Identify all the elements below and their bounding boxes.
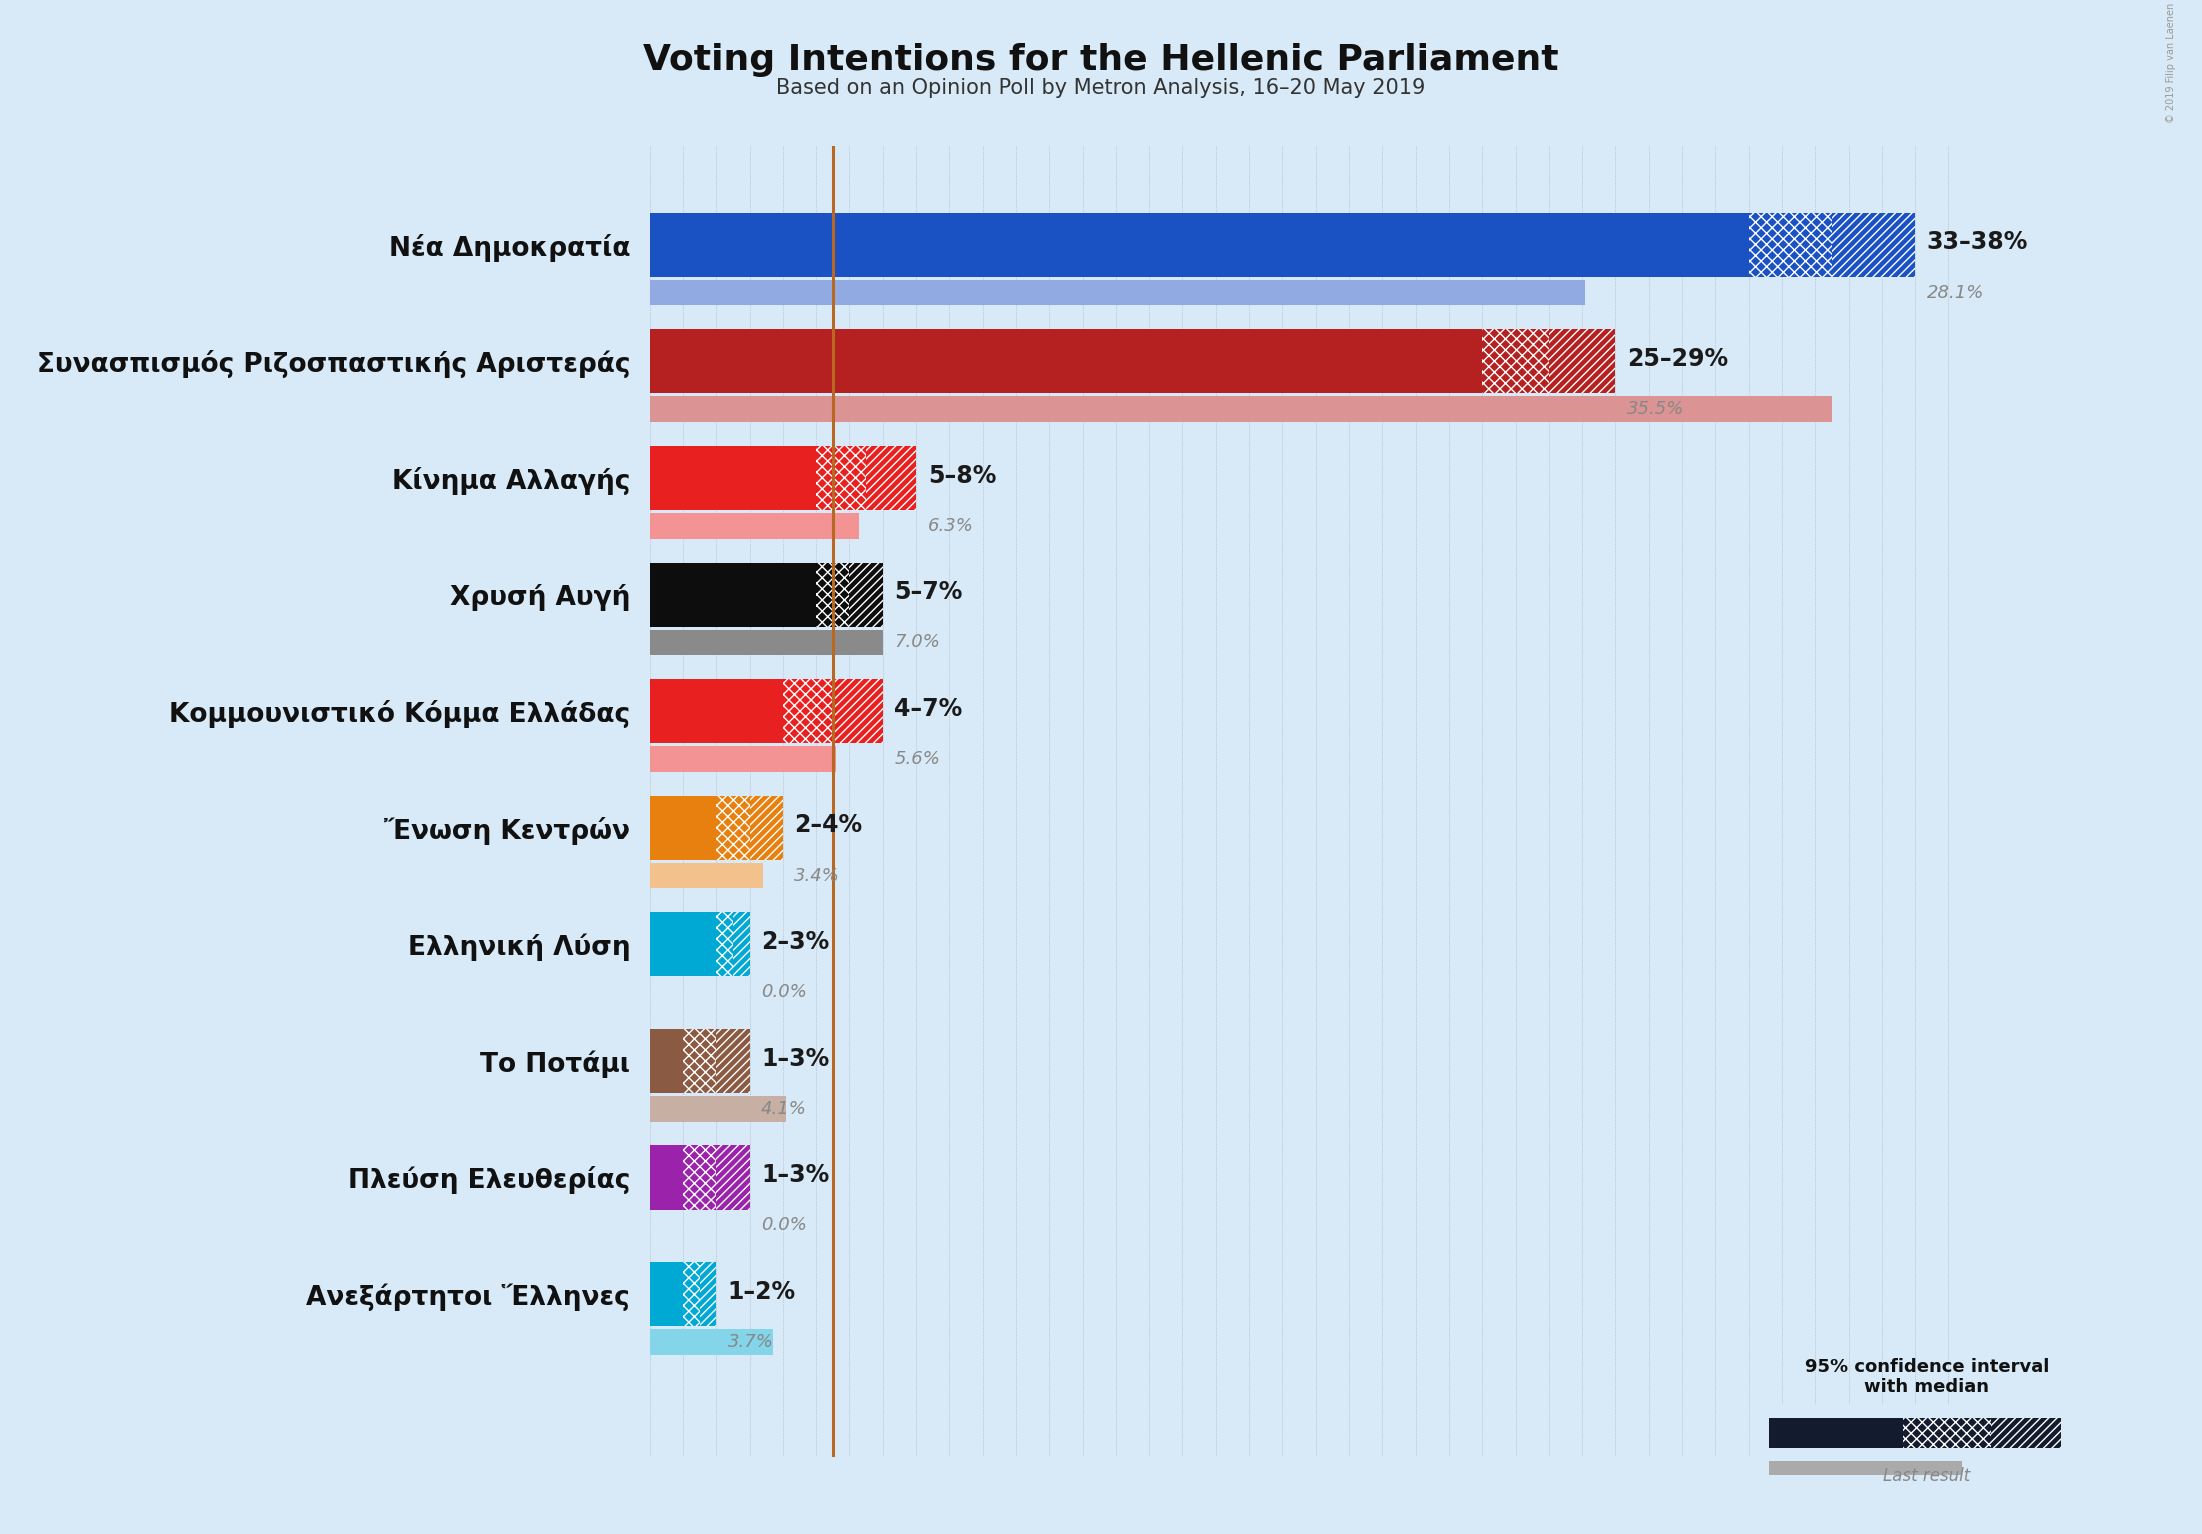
Bar xyxy=(1748,213,1832,278)
Bar xyxy=(817,563,850,626)
Bar xyxy=(650,213,1748,278)
Bar xyxy=(749,796,782,859)
Bar xyxy=(716,1029,749,1092)
Bar xyxy=(650,512,859,538)
Bar xyxy=(716,913,733,977)
Bar xyxy=(700,1262,716,1325)
Text: 25–29%: 25–29% xyxy=(1627,347,1729,371)
Text: 7.0%: 7.0% xyxy=(894,634,940,652)
Text: 3.7%: 3.7% xyxy=(729,1333,773,1351)
Bar xyxy=(1903,1419,1991,1448)
Bar xyxy=(817,446,865,509)
Text: 0.0%: 0.0% xyxy=(762,983,808,1002)
Text: 5–7%: 5–7% xyxy=(894,580,962,604)
Bar xyxy=(716,796,749,859)
Bar xyxy=(650,1095,786,1121)
Bar xyxy=(782,680,832,744)
Bar xyxy=(650,1328,773,1355)
Text: 0.0%: 0.0% xyxy=(762,1216,808,1235)
Bar xyxy=(683,1029,716,1092)
Bar xyxy=(850,563,883,626)
Bar xyxy=(650,279,1585,305)
Text: 33–38%: 33–38% xyxy=(1927,230,2028,255)
Bar xyxy=(650,1262,683,1325)
Text: 4–7%: 4–7% xyxy=(894,696,962,721)
Bar xyxy=(650,446,817,509)
Bar xyxy=(1832,213,1916,278)
Text: 28.1%: 28.1% xyxy=(1927,284,1984,302)
Bar xyxy=(650,330,1482,394)
Bar xyxy=(650,746,837,772)
Bar xyxy=(733,913,749,977)
Bar xyxy=(865,446,916,509)
Bar xyxy=(650,629,883,655)
Bar xyxy=(650,1146,683,1209)
Bar xyxy=(650,680,782,744)
Text: 1–3%: 1–3% xyxy=(762,1046,830,1071)
Text: 95% confidence interval
with median: 95% confidence interval with median xyxy=(1806,1358,2048,1396)
Bar xyxy=(683,1262,700,1325)
Text: 1–2%: 1–2% xyxy=(729,1279,795,1304)
Bar xyxy=(1768,1462,1962,1476)
Text: 1–3%: 1–3% xyxy=(762,1163,830,1187)
Bar xyxy=(716,1146,749,1209)
Bar xyxy=(650,913,716,977)
Text: © 2019 Filip van Laenen: © 2019 Filip van Laenen xyxy=(2165,3,2176,123)
Text: Voting Intentions for the Hellenic Parliament: Voting Intentions for the Hellenic Parli… xyxy=(643,43,1559,77)
Bar xyxy=(650,1029,683,1092)
Text: 6.3%: 6.3% xyxy=(927,517,973,535)
Text: 35.5%: 35.5% xyxy=(1627,400,1685,419)
Text: 2–3%: 2–3% xyxy=(762,930,830,954)
Text: 3.4%: 3.4% xyxy=(795,867,841,885)
Bar xyxy=(683,1146,716,1209)
Text: Last result: Last result xyxy=(1883,1467,1971,1485)
Text: 4.1%: 4.1% xyxy=(762,1100,808,1118)
Text: 5–8%: 5–8% xyxy=(927,463,995,488)
Bar xyxy=(650,563,817,626)
Bar xyxy=(650,796,716,859)
Bar xyxy=(1991,1419,2061,1448)
Bar xyxy=(1482,330,1548,394)
Text: Based on an Opinion Poll by Metron Analysis, 16–20 May 2019: Based on an Opinion Poll by Metron Analy… xyxy=(777,78,1425,98)
Bar xyxy=(650,396,1832,422)
Bar xyxy=(1768,1419,1903,1448)
Bar xyxy=(832,680,883,744)
Bar xyxy=(1548,330,1616,394)
Bar xyxy=(650,862,762,888)
Text: 5.6%: 5.6% xyxy=(894,750,940,769)
Text: 2–4%: 2–4% xyxy=(795,813,863,838)
